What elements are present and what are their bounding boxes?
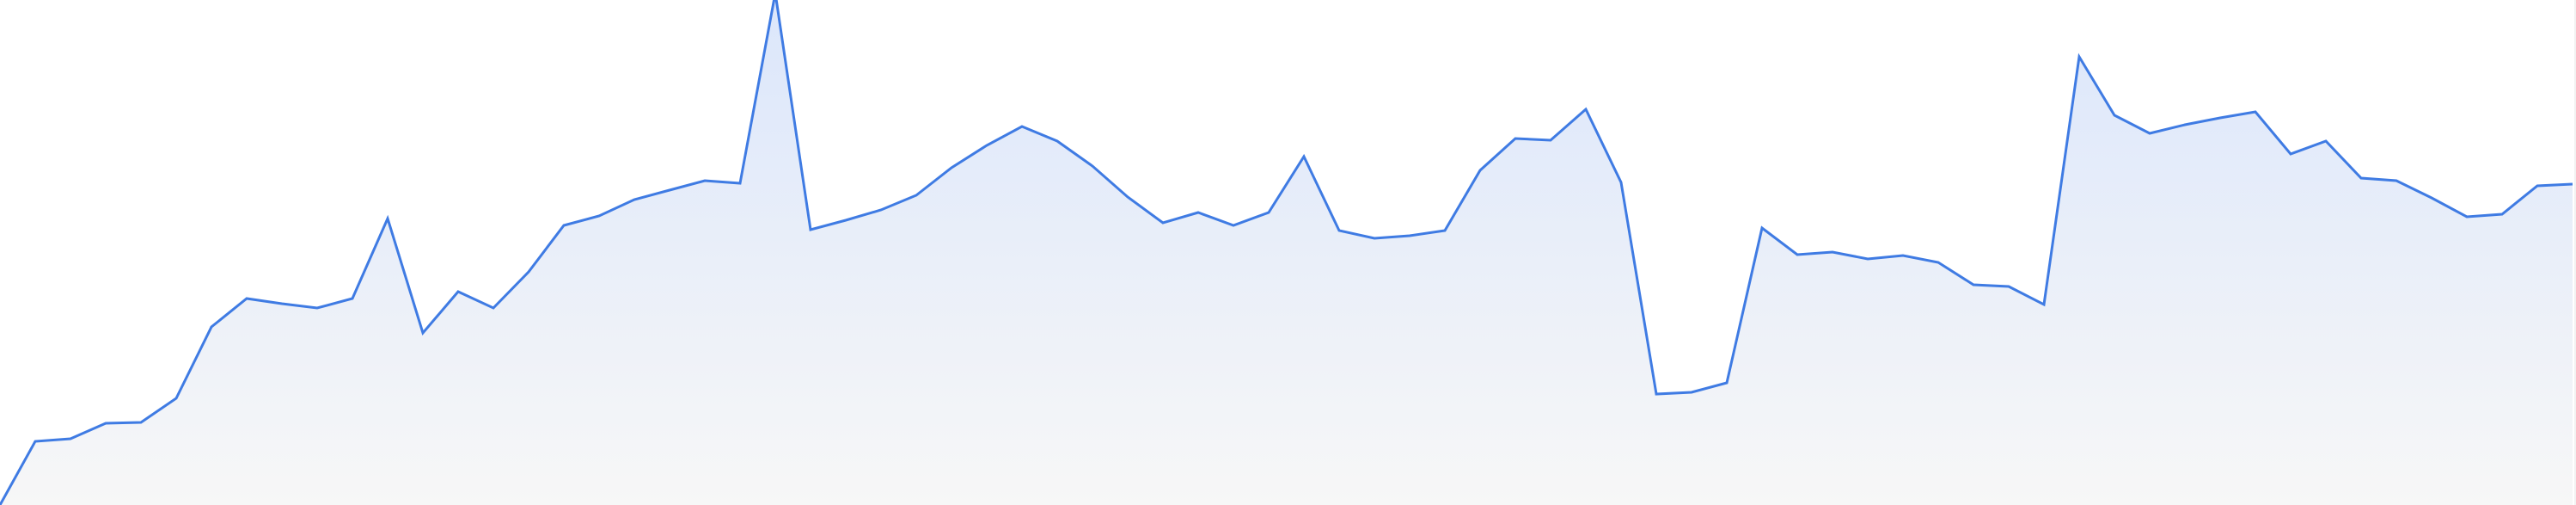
data-point [915,194,918,197]
data-point [2042,303,2046,306]
data-point [1866,257,1869,261]
data-point [1302,155,1306,158]
data-point [985,144,988,147]
data-point [562,224,566,227]
data-point [844,219,847,222]
data-point [210,325,213,329]
data-point [245,297,248,300]
data-point [280,302,284,305]
data-point [2395,179,2398,182]
data-point [1901,254,1905,257]
data-point [34,440,37,443]
data-point [1831,250,1834,254]
data-point [703,179,707,182]
data-point [2430,196,2433,200]
data-point [2007,285,2010,288]
data-point [139,421,143,424]
data-point [1549,139,1552,142]
data-point [421,331,425,335]
data-point [950,166,953,169]
data-point [1020,125,1024,128]
data-point [104,422,107,425]
data-point [174,397,178,400]
data-point [2571,182,2574,186]
data-point [456,290,460,293]
data-point [2183,123,2187,126]
data-point [1126,195,1129,199]
data-point [1796,253,1799,256]
data-point [2077,55,2081,59]
data-point [1408,234,1411,237]
data-point [809,228,812,231]
data-point [1091,164,1094,168]
data-point [1373,237,1376,240]
data-point [1337,229,1341,232]
data-point [597,214,601,218]
data-point [738,182,742,185]
data-point [386,217,389,220]
data-point [1937,261,1940,264]
data-point [2113,114,2116,117]
data-point [492,306,495,310]
data-point [2500,212,2504,216]
data-point [1514,137,1517,140]
data-point [2218,116,2222,120]
data-point [527,270,530,274]
data-point [668,188,671,192]
data-point [1690,391,1693,394]
data-point [879,208,883,212]
data-point [1972,283,1975,286]
data-point [1584,108,1588,111]
data-point [1267,211,1270,214]
data-point [1196,211,1200,214]
data-point [2148,132,2151,135]
data-point [2536,184,2539,188]
data-point [1760,226,1764,230]
data-point [1055,139,1059,143]
data-point [351,297,354,300]
data-point [69,437,72,440]
data-point [1619,181,1623,184]
data-point [1232,224,1235,227]
data-point [2254,110,2257,114]
data-point [2359,176,2363,180]
data-point [315,306,319,310]
data-point [2324,139,2328,143]
data-point [1161,221,1165,225]
data-point [633,198,636,201]
data-point [1655,392,1658,396]
data-point [2289,152,2292,156]
data-point [1478,169,1482,172]
data-point [1725,381,1729,385]
data-point [2465,215,2469,219]
data-point [1443,229,1447,232]
